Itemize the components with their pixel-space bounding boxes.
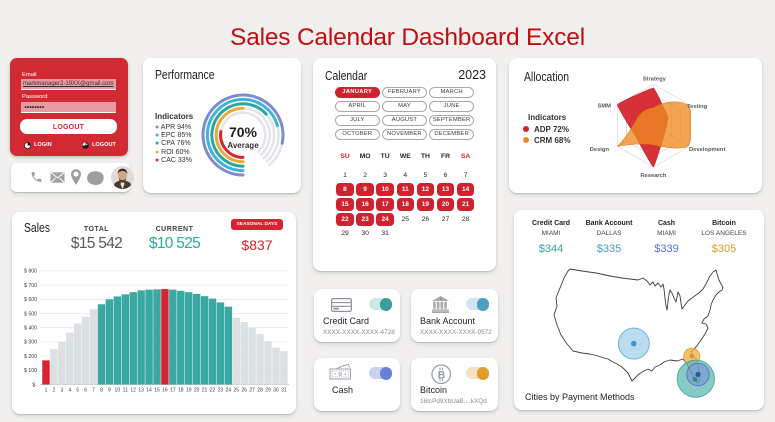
svg-text:26: 26 bbox=[241, 388, 247, 394]
svg-text:29: 29 bbox=[265, 388, 271, 394]
svg-text:$ 100: $ 100 bbox=[24, 368, 37, 374]
svg-text:30: 30 bbox=[273, 388, 279, 394]
svg-text:$ 700: $ 700 bbox=[24, 283, 37, 289]
svg-text:B: B bbox=[438, 369, 446, 381]
svg-text:$ 800: $ 800 bbox=[24, 269, 37, 275]
svg-text:$ 400: $ 400 bbox=[24, 326, 37, 332]
svg-text:8: 8 bbox=[100, 388, 103, 394]
svg-text:9: 9 bbox=[108, 388, 111, 394]
svg-text:11: 11 bbox=[123, 388, 128, 394]
svg-text:Strategy: Strategy bbox=[643, 77, 667, 83]
svg-text:7: 7 bbox=[92, 388, 95, 394]
svg-text:25: 25 bbox=[234, 388, 240, 394]
svg-text:Design: Design bbox=[590, 147, 610, 153]
svg-text:2: 2 bbox=[53, 388, 56, 394]
svg-text:$ 200: $ 200 bbox=[24, 354, 37, 360]
svg-text:6: 6 bbox=[84, 388, 87, 394]
svg-text:17: 17 bbox=[170, 388, 176, 394]
svg-text:$-: $- bbox=[32, 382, 37, 388]
svg-text:14: 14 bbox=[146, 388, 152, 394]
svg-text:20: 20 bbox=[194, 388, 200, 394]
svg-text:18: 18 bbox=[178, 388, 184, 394]
svg-text:21: 21 bbox=[202, 388, 208, 394]
svg-text:$ 300: $ 300 bbox=[24, 340, 37, 346]
svg-text:5: 5 bbox=[76, 388, 79, 394]
svg-text:22: 22 bbox=[210, 388, 216, 394]
svg-text:19: 19 bbox=[186, 388, 192, 394]
svg-text:16: 16 bbox=[162, 388, 168, 394]
svg-text:27: 27 bbox=[249, 388, 255, 394]
svg-text:28: 28 bbox=[257, 388, 263, 394]
svg-text:3: 3 bbox=[60, 388, 63, 394]
svg-text:Testing: Testing bbox=[687, 104, 708, 110]
svg-text:Research: Research bbox=[640, 173, 667, 179]
svg-text:12: 12 bbox=[130, 388, 136, 394]
svg-text:Development: Development bbox=[689, 147, 725, 153]
svg-text:$ 500: $ 500 bbox=[24, 311, 37, 317]
svg-text:23: 23 bbox=[218, 388, 224, 394]
svg-text:4: 4 bbox=[68, 388, 71, 394]
svg-text:31: 31 bbox=[281, 388, 287, 394]
svg-text:$ 600: $ 600 bbox=[24, 297, 37, 303]
svg-text:1: 1 bbox=[45, 388, 48, 394]
svg-text:10: 10 bbox=[115, 388, 121, 394]
svg-text:SMM: SMM bbox=[597, 104, 611, 110]
svg-text:13: 13 bbox=[138, 388, 144, 394]
svg-text:15: 15 bbox=[154, 388, 160, 394]
svg-text:24: 24 bbox=[226, 388, 232, 394]
